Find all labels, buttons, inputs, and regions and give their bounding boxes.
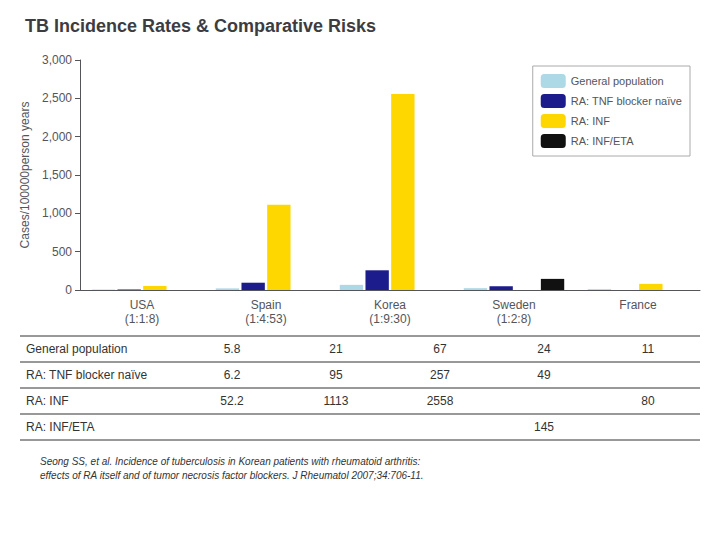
svg-text:Sweden: Sweden <box>492 298 535 312</box>
svg-text:2,500: 2,500 <box>42 91 72 105</box>
svg-text:RA: TNF blocker naïve: RA: TNF blocker naïve <box>571 95 682 107</box>
svg-text:RA: INF: RA: INF <box>571 115 610 127</box>
svg-text:95: 95 <box>329 368 343 382</box>
svg-text:General population: General population <box>26 342 127 356</box>
svg-text:Seong SS, et al. Incidence of: Seong SS, et al. Incidence of tuberculos… <box>40 456 420 467</box>
svg-text:RA: TNF blocker naïve: RA: TNF blocker naïve <box>26 368 147 382</box>
svg-text:49: 49 <box>537 368 551 382</box>
svg-text:Korea: Korea <box>374 298 406 312</box>
svg-text:2,000: 2,000 <box>42 130 72 144</box>
svg-text:Cases/100000person years: Cases/100000person years <box>18 102 32 249</box>
svg-text:257: 257 <box>430 368 450 382</box>
svg-text:(1:9:30): (1:9:30) <box>369 312 410 326</box>
svg-text:6.2: 6.2 <box>224 368 241 382</box>
svg-text:1,500: 1,500 <box>42 168 72 182</box>
svg-text:1113: 1113 <box>324 394 349 408</box>
svg-text:TB Incidence Rates & Comparati: TB Incidence Rates & Comparative Risks <box>25 16 376 36</box>
svg-text:52.2: 52.2 <box>220 394 244 408</box>
svg-text:0: 0 <box>65 283 72 297</box>
svg-text:3,000: 3,000 <box>42 53 72 67</box>
svg-text:USA: USA <box>130 298 155 312</box>
svg-text:145: 145 <box>534 420 554 434</box>
svg-text:(1:2:8): (1:2:8) <box>497 312 532 326</box>
svg-text:5.8: 5.8 <box>224 342 241 356</box>
svg-text:2558: 2558 <box>427 394 454 408</box>
svg-text:500: 500 <box>52 245 72 259</box>
svg-text:67: 67 <box>433 342 447 356</box>
svg-text:Spain: Spain <box>251 298 282 312</box>
svg-text:France: France <box>619 298 657 312</box>
svg-text:21: 21 <box>329 342 343 356</box>
svg-text:effects of RA itself and of tu: effects of RA itself and of tumor necros… <box>40 470 424 481</box>
svg-text:80: 80 <box>641 394 655 408</box>
svg-text:1,000: 1,000 <box>42 206 72 220</box>
svg-text:(1:1:8): (1:1:8) <box>125 312 160 326</box>
svg-text:General population: General population <box>571 75 664 87</box>
svg-text:24: 24 <box>537 342 551 356</box>
svg-text:11: 11 <box>642 342 655 356</box>
svg-text:RA: INF: RA: INF <box>26 394 69 408</box>
svg-text:RA: INF/ETA: RA: INF/ETA <box>571 135 634 147</box>
svg-text:RA: INF/ETA: RA: INF/ETA <box>26 420 94 434</box>
svg-text:(1:4:53): (1:4:53) <box>245 312 286 326</box>
